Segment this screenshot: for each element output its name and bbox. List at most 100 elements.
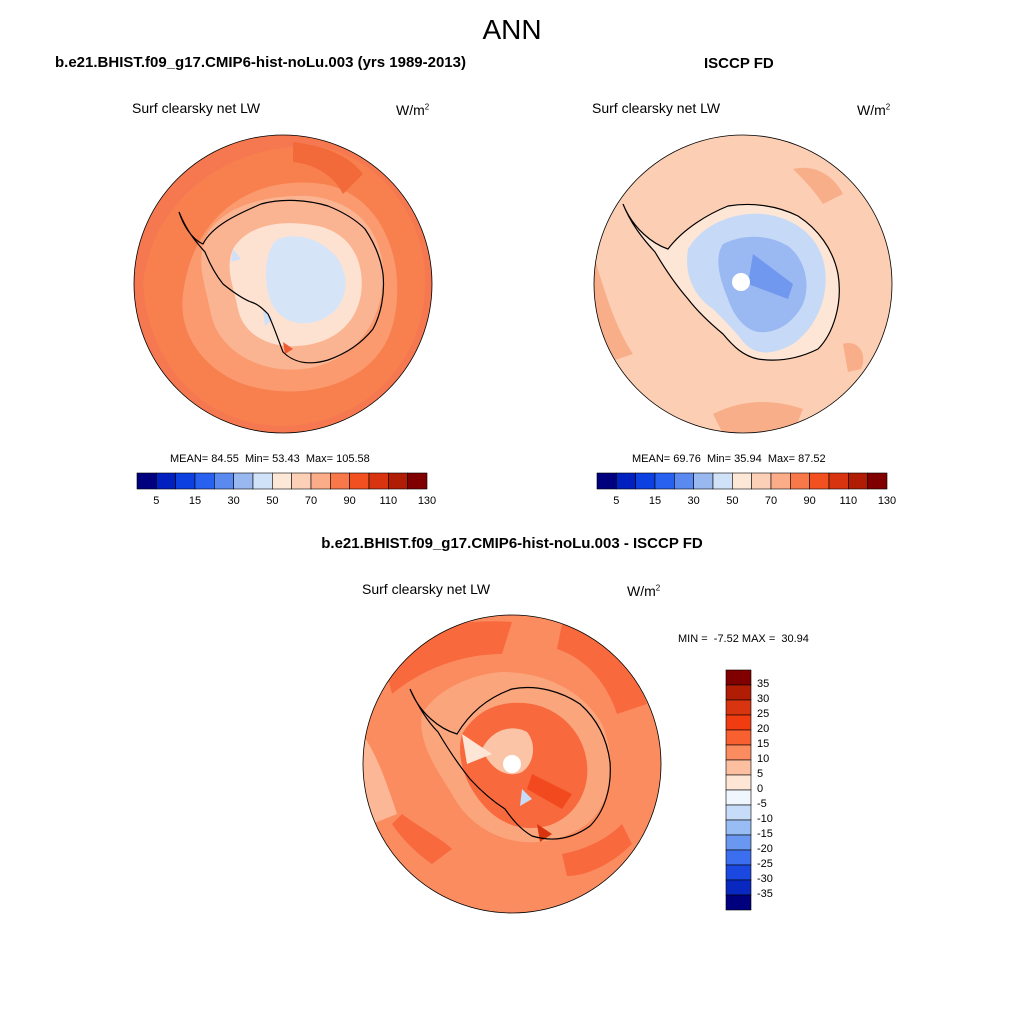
- colorbar-tick-label: 110: [839, 495, 858, 507]
- colorbar-swatch: [725, 714, 752, 731]
- colorbar-tick-label: 20: [757, 723, 770, 735]
- model-polar-map: [133, 134, 433, 434]
- colorbar-tick-label: 15: [757, 738, 770, 750]
- colorbar-tick-label: 25: [757, 708, 770, 720]
- colorbar-swatch: [725, 684, 752, 701]
- colorbar-swatch: [725, 834, 752, 851]
- colorbar-tick-label: -10: [757, 813, 773, 825]
- model-field-dome: [266, 236, 346, 324]
- colorbar-swatch: [214, 472, 234, 490]
- colorbar-tick-label: 50: [726, 495, 739, 507]
- obs-polar-map: [593, 134, 893, 434]
- colorbar-tick-label: 5: [757, 768, 764, 780]
- colorbar-swatch: [252, 472, 273, 490]
- colorbar-tick-label: 5: [613, 495, 620, 507]
- colorbar-tick-label: 0: [757, 783, 764, 795]
- colorbar-swatch: [725, 774, 752, 791]
- colorbar-swatch: [635, 472, 656, 490]
- colorbar-swatch: [725, 849, 752, 866]
- diff-case-title: b.e21.BHIST.f09_g17.CMIP6-hist-noLu.003 …: [321, 535, 703, 552]
- colorbar-swatch: [654, 472, 675, 490]
- colorbar-tick-label: 30: [687, 495, 700, 507]
- colorbar-swatch: [725, 789, 752, 806]
- obs-missing-pole: [732, 273, 750, 291]
- colorbar-swatch: [725, 894, 752, 911]
- colorbar-swatch: [233, 472, 254, 490]
- colorbar-swatch: [175, 472, 196, 490]
- colorbar-tick-label: 110: [379, 495, 398, 507]
- obs-units-label: W/m2: [857, 102, 891, 118]
- colorbar-swatch: [732, 472, 752, 490]
- colorbar-tick-label: 70: [764, 495, 778, 507]
- colorbar-tick-label: 130: [417, 495, 437, 507]
- colorbar-tick-label: 35: [757, 678, 770, 690]
- colorbar-swatch: [725, 879, 752, 896]
- colorbar-tick-label: 15: [188, 495, 202, 507]
- colorbar-tick-label: -15: [757, 828, 773, 840]
- diff-negative-patch: [520, 789, 532, 806]
- colorbar-tick-label: 10: [757, 753, 770, 765]
- colorbar-swatch: [725, 699, 752, 716]
- colorbar-tick-label: -35: [757, 888, 773, 900]
- colorbar-swatch: [272, 472, 292, 490]
- colorbar-swatch: [310, 472, 331, 490]
- colorbar-swatch: [156, 472, 176, 490]
- colorbar-swatch: [349, 472, 370, 490]
- colorbar-tick-label: 130: [877, 495, 897, 507]
- colorbar-swatch: [809, 472, 830, 490]
- colorbar-swatch: [674, 472, 694, 490]
- colorbar-swatch: [867, 472, 888, 490]
- colorbar-swatch: [616, 472, 636, 490]
- colorbar-swatch: [407, 472, 428, 490]
- colorbar-swatch: [790, 472, 810, 490]
- diff-colorbar: [725, 669, 752, 911]
- obs-variable-label: Surf clearsky net LW: [592, 100, 721, 116]
- diff-missing-pole: [503, 755, 521, 773]
- diff-units-label: W/m2: [627, 583, 661, 599]
- colorbar-swatch: [388, 472, 408, 490]
- model-case-title: b.e21.BHIST.f09_g17.CMIP6-hist-noLu.003 …: [55, 54, 466, 71]
- colorbar-tick-label: 90: [803, 495, 816, 507]
- colorbar-swatch: [712, 472, 733, 490]
- colorbar-swatch: [291, 472, 312, 490]
- colorbar-swatch: [725, 864, 752, 881]
- colorbar-swatch: [136, 472, 157, 490]
- obs-antarctica-outline: [622, 203, 840, 361]
- colorbar-swatch: [693, 472, 714, 490]
- model-field-patch: [293, 142, 363, 194]
- colorbar-swatch: [725, 729, 752, 746]
- model-antarctica-outline: [178, 199, 385, 364]
- colorbar-swatch: [596, 472, 617, 490]
- colorbar-tick-label: 90: [343, 495, 356, 507]
- colorbar-swatch: [770, 472, 791, 490]
- page-title: ANN: [482, 14, 542, 45]
- model-stats: MEAN= 84.55 Min= 53.43 Max= 105.58: [170, 453, 370, 465]
- colorbar-swatch: [725, 804, 752, 821]
- colorbar-swatch: [368, 472, 389, 490]
- colorbar-tick-label: -5: [757, 798, 767, 810]
- model-units-label: W/m2: [396, 102, 430, 118]
- colorbar-tick-label: 5: [153, 495, 160, 507]
- diff-antarctica-outline: [409, 686, 611, 840]
- colorbar-swatch: [751, 472, 772, 490]
- colorbar-tick-label: 30: [757, 693, 770, 705]
- model-colorbar: [136, 472, 428, 490]
- colorbar-swatch: [725, 759, 752, 776]
- model-variable-label: Surf clearsky net LW: [132, 100, 261, 116]
- colorbar-tick-label: -25: [757, 858, 773, 870]
- colorbar-swatch: [828, 472, 849, 490]
- colorbar-tick-label: 15: [648, 495, 662, 507]
- colorbar-swatch: [725, 819, 752, 836]
- colorbar-swatch: [848, 472, 868, 490]
- diff-polar-map: [362, 614, 662, 914]
- colorbar-swatch: [194, 472, 215, 490]
- obs-stats: MEAN= 69.76 Min= 35.94 Max= 87.52: [632, 453, 826, 465]
- diff-stats: MIN = -7.52 MAX = 30.94: [678, 633, 809, 645]
- colorbar-tick-label: -20: [757, 843, 773, 855]
- colorbar-swatch: [330, 472, 350, 490]
- obs-colorbar: [596, 472, 888, 490]
- colorbar-swatch: [725, 744, 752, 761]
- diff-variable-label: Surf clearsky net LW: [362, 581, 491, 597]
- colorbar-tick-label: 30: [227, 495, 240, 507]
- obs-case-title: ISCCP FD: [704, 55, 774, 72]
